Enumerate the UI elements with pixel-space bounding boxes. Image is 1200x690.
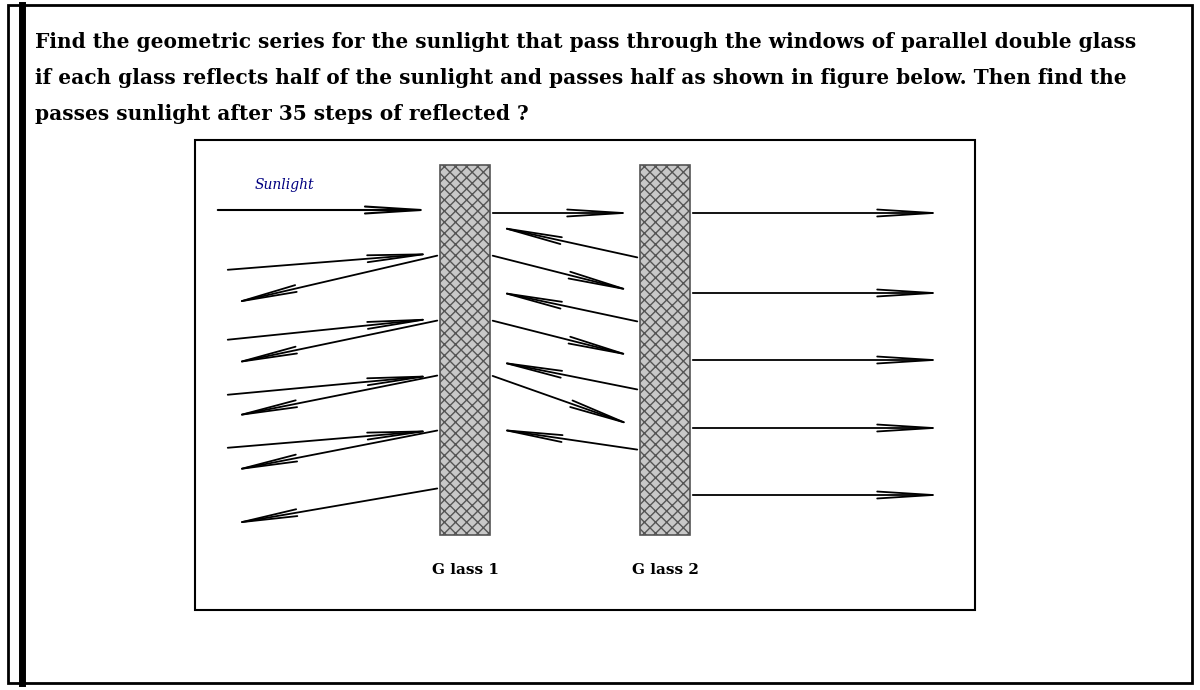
Text: Find the geometric series for the sunlight that pass through the windows of para: Find the geometric series for the sunlig… bbox=[35, 32, 1136, 52]
Bar bbox=[194, 140, 974, 610]
Text: if each glass reflects half of the sunlight and passes half as shown in figure b: if each glass reflects half of the sunli… bbox=[35, 68, 1127, 88]
Text: passes sunlight after 35 steps of reflected ?: passes sunlight after 35 steps of reflec… bbox=[35, 104, 529, 124]
Text: G lass 2: G lass 2 bbox=[631, 563, 698, 577]
Text: Sunlight: Sunlight bbox=[256, 178, 314, 192]
Text: G lass 1: G lass 1 bbox=[432, 563, 498, 577]
Bar bbox=[640, 165, 690, 535]
Bar bbox=[440, 165, 490, 535]
